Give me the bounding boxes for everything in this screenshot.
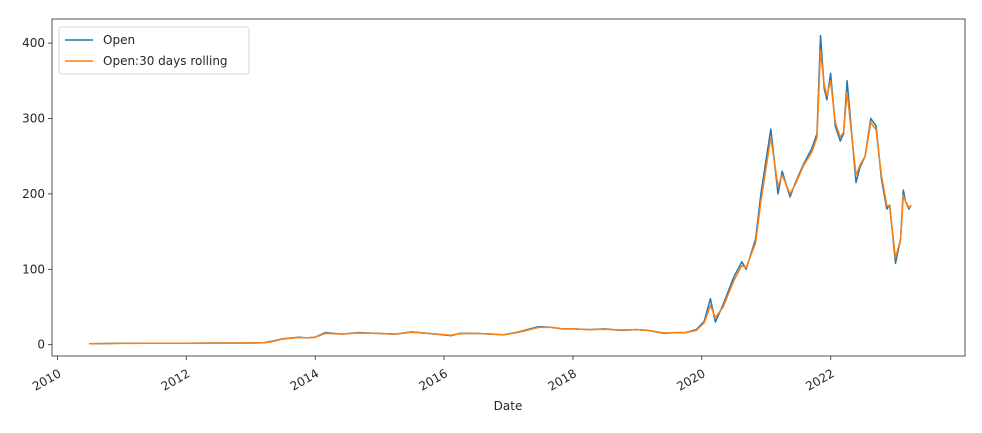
x-tick-label: 2010 <box>30 366 63 393</box>
legend-box <box>58 26 250 75</box>
x-tick-label: 2012 <box>159 366 192 393</box>
x-axis-title: Date <box>494 399 523 413</box>
series-line-rolling <box>88 49 912 345</box>
x-tick-label: 2018 <box>546 366 579 393</box>
x-tick-label: 2016 <box>417 366 450 393</box>
x-tick-label: 2020 <box>674 366 707 393</box>
y-tick-label: 200 <box>22 187 45 201</box>
y-tick-label: 0 <box>37 338 45 352</box>
x-tick-label: 2022 <box>803 366 836 393</box>
legend-label-rolling: Open:30 days rolling <box>103 54 228 68</box>
legend-label-open: Open <box>103 33 135 47</box>
plot-lines <box>88 34 912 345</box>
x-tick-label: 2014 <box>288 366 321 393</box>
x-axis: 2010 2012 2014 2016 2018 2020 2022 <box>30 356 837 394</box>
y-tick-label: 400 <box>22 36 45 50</box>
legend: Open Open:30 days rolling <box>58 26 250 75</box>
y-tick-label: 300 <box>22 112 45 126</box>
y-tick-label: 100 <box>22 262 45 276</box>
plot-frame <box>51 18 966 357</box>
y-axis: 0 100 200 300 400 <box>22 36 52 352</box>
